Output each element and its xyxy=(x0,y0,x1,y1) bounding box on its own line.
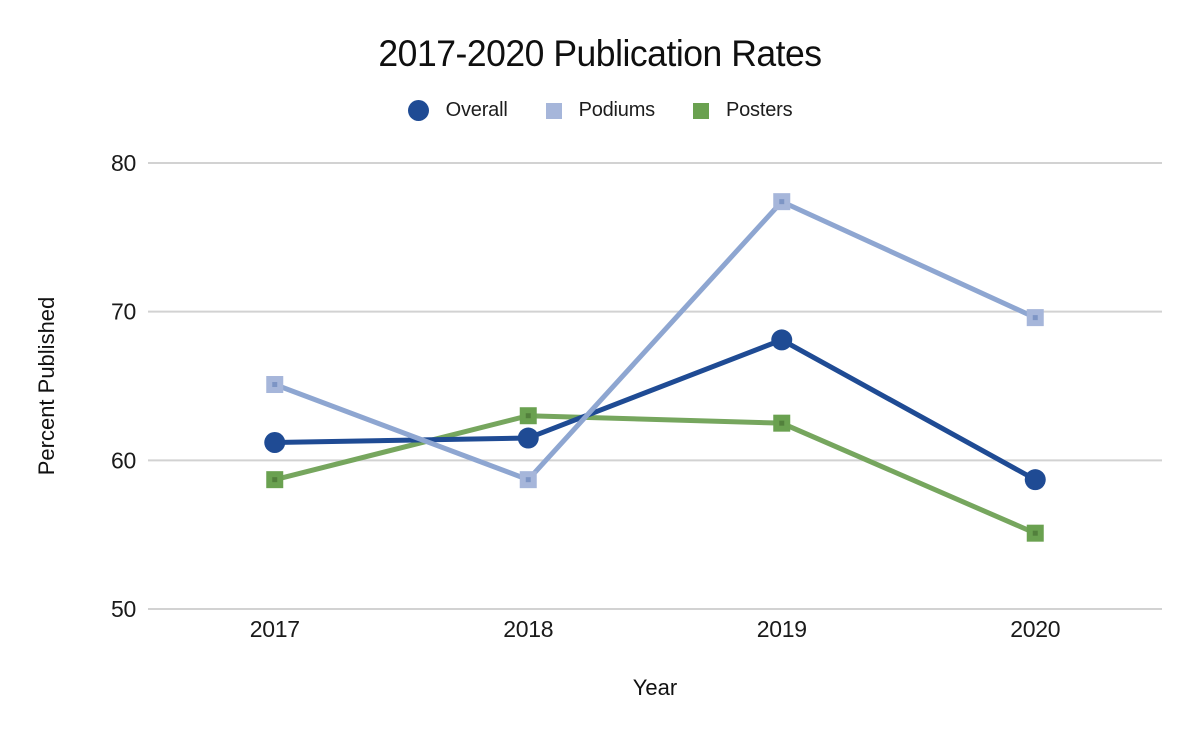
point-podiums-2018-dot xyxy=(525,477,531,483)
x-axis-title: Year xyxy=(632,675,678,700)
line-podiums xyxy=(273,198,1037,483)
x-tick-label-2019: 2019 xyxy=(757,616,807,642)
x-tick-label-2017: 2017 xyxy=(250,616,300,642)
legend-item-overall: Overall xyxy=(407,99,508,122)
point-posters-2020-dot xyxy=(1032,530,1038,536)
y-tick-label-60: 60 xyxy=(111,447,136,473)
y-tick-label-80: 80 xyxy=(111,150,136,176)
point-overall-2018 xyxy=(517,427,539,449)
y-tick-label-50: 50 xyxy=(111,596,136,622)
podiums-square-marker-icon xyxy=(545,102,562,119)
line-posters xyxy=(274,413,1037,536)
point-podiums-2020-dot xyxy=(1032,315,1038,321)
legend-label-podiums: Podiums xyxy=(578,99,656,121)
line-overall xyxy=(274,337,1037,482)
point-posters-2018-dot xyxy=(525,413,531,419)
x-tick-label-2020: 2020 xyxy=(1010,616,1060,642)
point-posters-2017-dot xyxy=(272,477,278,483)
posters-square-marker-icon xyxy=(692,102,709,119)
point-posters-2019-dot xyxy=(779,420,785,426)
point-overall-2019 xyxy=(771,329,793,351)
point-podiums-2019-dot xyxy=(779,199,785,205)
legend-label-posters: Posters xyxy=(725,99,793,121)
y-tick-label-70: 70 xyxy=(111,299,136,325)
point-overall-2017 xyxy=(264,431,286,453)
point-podiums-2017-dot xyxy=(272,382,278,388)
point-overall-2020 xyxy=(1024,469,1046,491)
legend: Overall Podiums Posters xyxy=(0,99,1200,122)
overall-circle-marker-icon xyxy=(407,100,429,121)
legend-label-overall: Overall xyxy=(445,99,508,121)
legend-item-podiums: Podiums xyxy=(545,99,656,122)
chart-title: 2017-2020 Publication Rates xyxy=(378,33,822,74)
x-tick-label-2018: 2018 xyxy=(503,616,553,642)
legend-item-posters: Posters xyxy=(692,99,793,122)
